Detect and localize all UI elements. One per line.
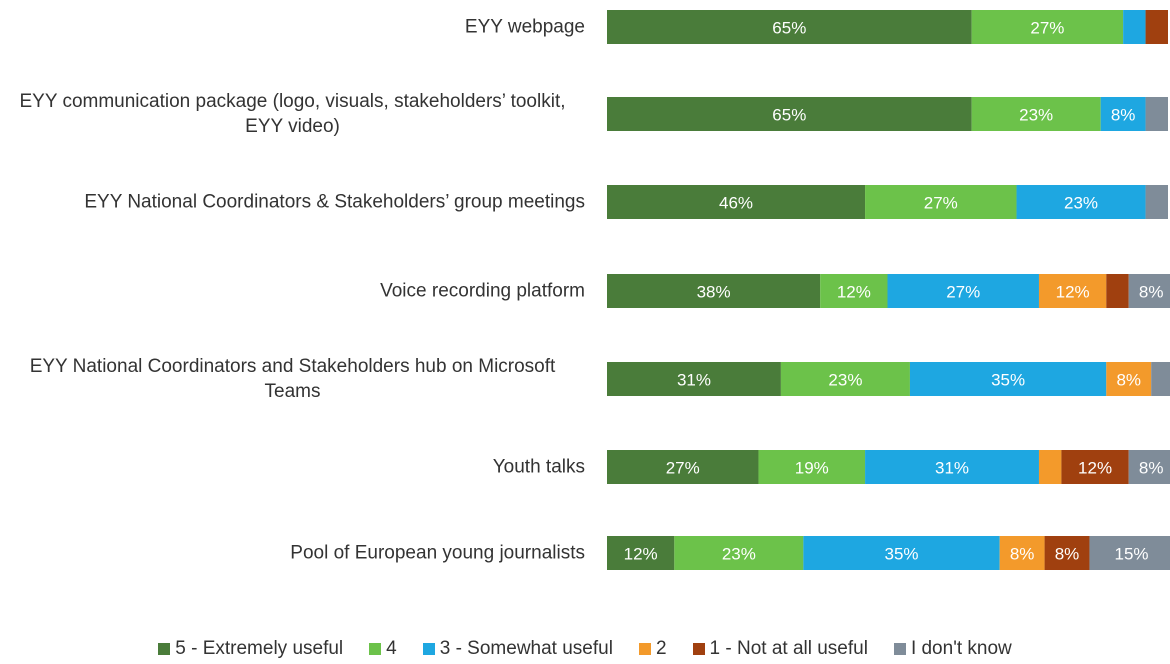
data-label: 23%	[722, 545, 756, 564]
legend-label: 2	[655, 638, 667, 659]
data-label: 12%	[1078, 459, 1112, 478]
data-label: 31%	[935, 459, 969, 478]
legend-label: I don't know	[910, 638, 1012, 659]
legend-swatch	[369, 643, 382, 655]
legend-label: 3 - Somewhat useful	[439, 638, 613, 659]
legend-item: 2	[638, 638, 667, 660]
category-label: Voice recording platform	[380, 280, 585, 302]
data-label: 15%	[1115, 545, 1149, 564]
data-label: 23%	[1019, 106, 1053, 125]
bar-segment	[1145, 185, 1168, 219]
bar-segment	[607, 10, 972, 44]
data-label: 8%	[1116, 371, 1141, 390]
data-label: 23%	[828, 371, 862, 390]
data-label: 27%	[1030, 19, 1064, 38]
bar-segment	[1089, 536, 1170, 570]
data-label: 19%	[795, 459, 829, 478]
bar-segment	[1100, 97, 1146, 131]
bar-segment	[865, 450, 1039, 484]
bar-segment	[999, 536, 1045, 570]
bar-segment	[971, 97, 1101, 131]
legend-label: 5 - Extremely useful	[175, 638, 344, 659]
data-label: 12%	[1056, 283, 1090, 302]
legend-item: 1 - Not at all useful	[692, 638, 868, 660]
bar-segment	[1145, 97, 1168, 131]
category-label-box: EYY National Coordinators and Stakeholde…	[0, 354, 585, 404]
legend-item: 3 - Somewhat useful	[422, 638, 613, 660]
data-label: 65%	[772, 106, 806, 125]
bar-segment	[780, 362, 910, 396]
legend-item: 5 - Extremely useful	[158, 638, 343, 660]
data-label: 31%	[677, 371, 711, 390]
bar-segment	[1106, 362, 1152, 396]
category-label-box: Pool of European young journalists	[290, 541, 585, 566]
bar-segment	[1106, 274, 1129, 308]
bar-segment	[971, 10, 1124, 44]
category-label: EYY webpage	[464, 16, 585, 38]
bar-segment	[1044, 536, 1090, 570]
bar-segment	[607, 185, 866, 219]
data-label: 8%	[1111, 106, 1136, 125]
bar-segment	[887, 274, 1039, 308]
category-label-box: EYY communication package (logo, visuals…	[0, 89, 585, 139]
data-label: 12%	[837, 283, 871, 302]
bar-segment	[1128, 450, 1170, 484]
data-label: 27%	[946, 283, 980, 302]
legend-label: 1 - Not at all useful	[709, 638, 868, 659]
legend-swatch	[158, 643, 171, 655]
legend-swatch	[422, 643, 435, 655]
data-label: 35%	[991, 371, 1025, 390]
data-label: 8%	[1139, 283, 1164, 302]
data-label: 27%	[666, 459, 700, 478]
bar-segment	[607, 536, 675, 570]
bar-segment	[607, 274, 821, 308]
bar-segment	[758, 450, 866, 484]
data-label: 65%	[772, 19, 806, 38]
category-label: Youth talks	[492, 456, 585, 478]
bar-segment	[1128, 274, 1170, 308]
data-label: 46%	[719, 194, 753, 213]
legend-swatch	[893, 643, 906, 655]
bar-segment	[909, 362, 1107, 396]
category-label: EYY National Coordinators and Stakeholde…	[29, 356, 556, 402]
legend-swatch	[638, 643, 651, 655]
bar-segment	[1038, 450, 1062, 484]
data-label: 38%	[697, 283, 731, 302]
category-label: EYY National Coordinators & Stakeholders…	[84, 191, 585, 213]
legend-item: I don't know	[893, 638, 1012, 660]
category-label: EYY communication package (logo, visuals…	[19, 91, 566, 137]
bar-segment	[1145, 10, 1168, 44]
bar-segment	[1151, 362, 1170, 396]
data-label: 8%	[1010, 545, 1035, 564]
data-label: 27%	[924, 194, 958, 213]
bar-segment	[1016, 185, 1146, 219]
data-label: 23%	[1064, 194, 1098, 213]
data-label: 8%	[1139, 459, 1164, 478]
bar-segment	[607, 362, 781, 396]
bar-segment	[1061, 450, 1129, 484]
bar-segment	[803, 536, 1000, 570]
legend-swatch	[692, 643, 705, 655]
category-label-box: EYY National Coordinators & Stakeholders…	[84, 190, 585, 215]
data-label: 12%	[624, 545, 658, 564]
category-label-box: Youth talks	[493, 455, 585, 480]
category-label-box: EYY webpage	[465, 15, 585, 40]
bar-segment	[1038, 274, 1107, 308]
data-label: 35%	[885, 545, 919, 564]
data-label: 8%	[1055, 545, 1080, 564]
bar-segment	[607, 97, 972, 131]
category-label: Pool of European young journalists	[290, 542, 585, 564]
category-label-box: Voice recording platform	[380, 279, 585, 304]
bar-segment	[1123, 10, 1146, 44]
bar-segment	[865, 185, 1017, 219]
legend: 5 - Extremely useful 4 3 - Somewhat useful…	[0, 638, 1170, 660]
bar-segment	[820, 274, 888, 308]
bar-segment	[607, 450, 759, 484]
legend-item: 4	[369, 638, 397, 660]
bar-segment	[674, 536, 804, 570]
legend-label: 4	[386, 638, 397, 659]
